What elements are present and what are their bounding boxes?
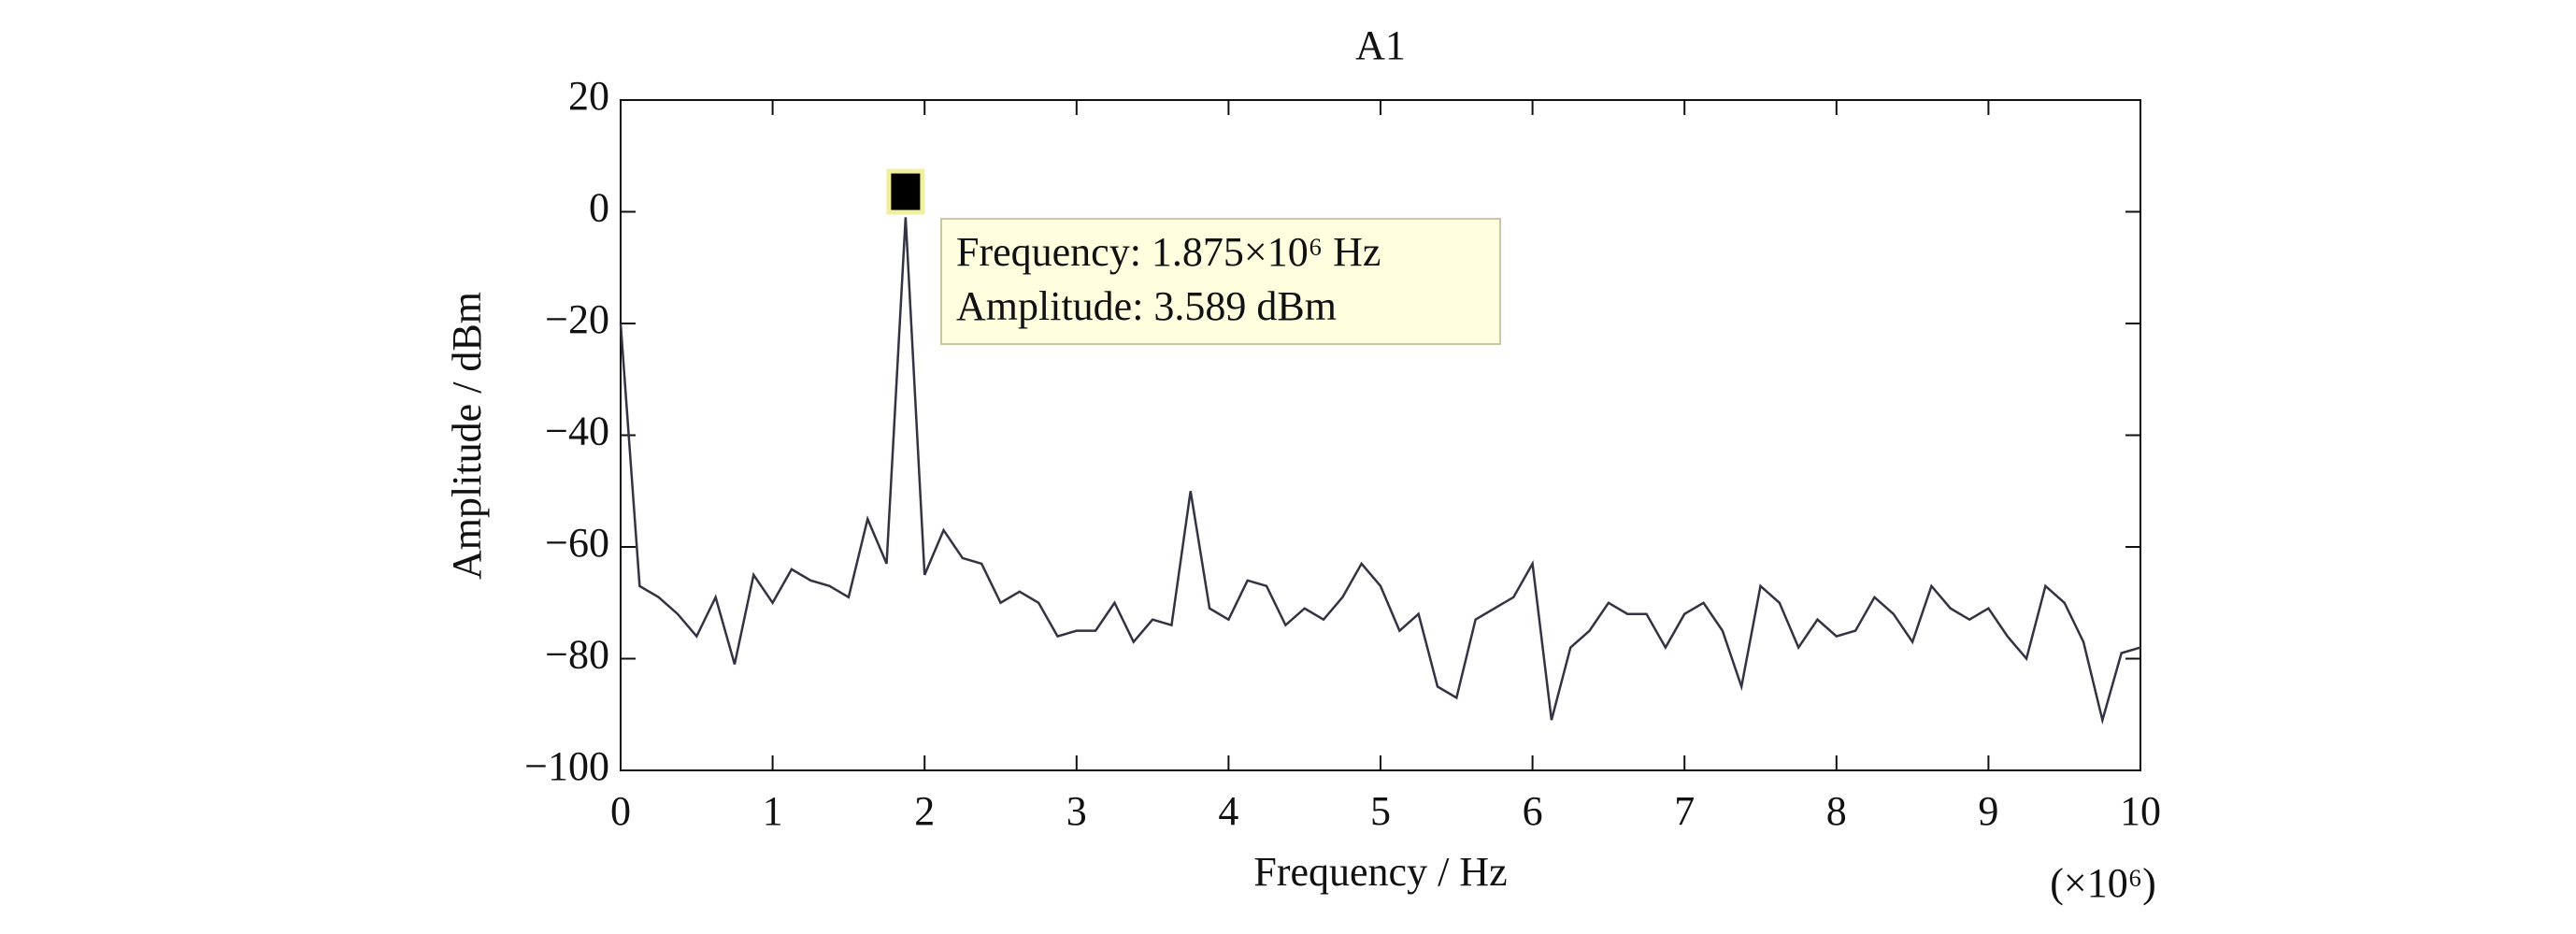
y-tick-label: 0 <box>589 185 609 231</box>
y-tick-label: −60 <box>545 520 609 566</box>
x-tick-label: 0 <box>610 788 631 834</box>
datatip-box <box>940 218 1501 345</box>
x-tick-label: 7 <box>1674 788 1695 834</box>
y-axis-label: Amplitude / dBm <box>444 292 490 580</box>
x-tick-label: 5 <box>1370 788 1391 834</box>
x-tick-label: 8 <box>1826 788 1847 834</box>
datatip-text: Amplitude: 3.589 dBm <box>956 283 1337 329</box>
x-tick-label: 3 <box>1066 788 1087 834</box>
datatip-marker <box>886 168 925 215</box>
y-tick-label: −100 <box>524 743 609 789</box>
x-tick-label: 6 <box>1523 788 1543 834</box>
data-line <box>619 217 2141 726</box>
y-tick-label: −40 <box>545 409 609 454</box>
datatip-text: Frequency: 1.875×10⁶ Hz <box>956 229 1381 275</box>
x-tick-label: 4 <box>1218 788 1238 834</box>
x-tick-label: 9 <box>1978 788 1998 834</box>
x-tick-label: 1 <box>763 788 783 834</box>
x-exponent-label: (×10⁶) <box>2050 860 2155 906</box>
y-tick-label: −20 <box>545 296 609 342</box>
x-axis-label: Frequency / Hz <box>1253 849 1507 895</box>
y-tick-label: 20 <box>568 73 609 119</box>
chart-title: A1 <box>1355 22 1406 68</box>
x-tick-label: 10 <box>2120 788 2161 834</box>
y-tick-label: −80 <box>545 632 609 678</box>
plot-area <box>620 99 2141 771</box>
x-tick-label: 2 <box>914 788 935 834</box>
